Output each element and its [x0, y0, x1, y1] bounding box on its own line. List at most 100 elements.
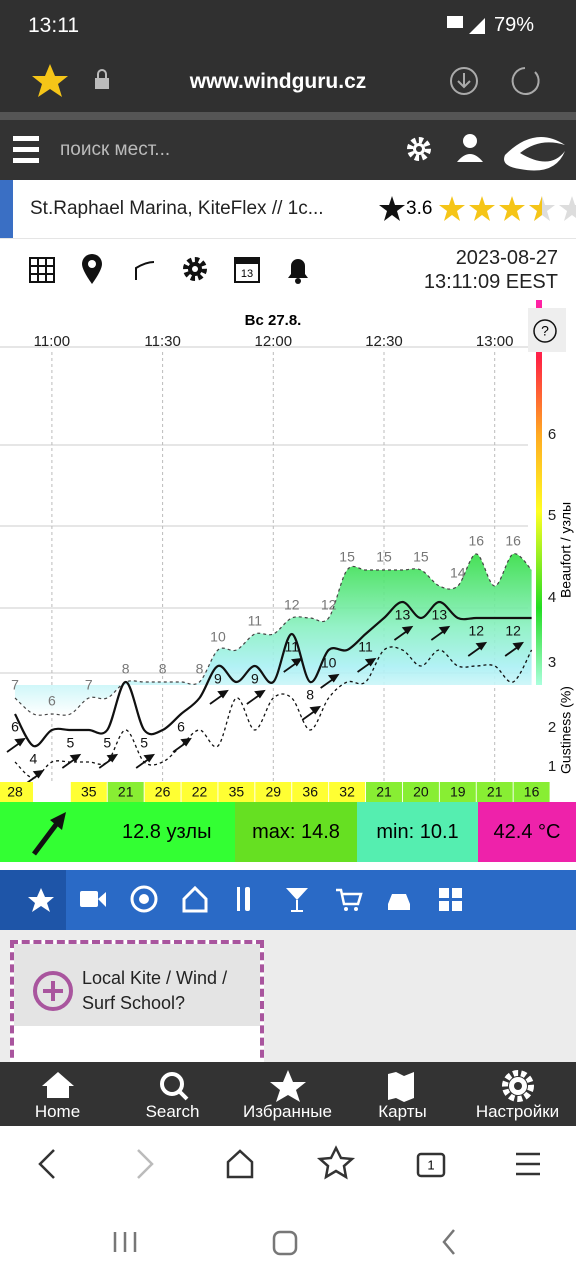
- gust-label: 16: [505, 533, 521, 549]
- gustiness-label: 32: [339, 784, 355, 800]
- gust-label: 15: [376, 549, 392, 565]
- color-scale: [536, 300, 542, 685]
- wind-label: 6: [177, 719, 185, 735]
- gust-label: 15: [413, 549, 429, 565]
- wind-label: 9: [214, 671, 222, 687]
- nav-item[interactable]: Настройки: [475, 1102, 560, 1121]
- direction-arrow: [172, 737, 192, 753]
- gust-label: 8: [196, 661, 204, 677]
- gustiness-label: 21: [376, 784, 392, 800]
- temperature: 42.4 °C: [478, 802, 576, 862]
- gustiness-label: Gustiness (%): [558, 686, 574, 774]
- gust-area: [15, 553, 532, 716]
- gustiness-cell: [107, 782, 144, 802]
- gustiness-label: 26: [155, 784, 171, 800]
- gustiness-cell: [366, 782, 402, 802]
- search-input[interactable]: поиск мест...: [60, 139, 171, 160]
- gustiness-label: 29: [266, 784, 282, 800]
- bookmark-star[interactable]: [32, 64, 68, 97]
- y-tick-label: 5: [548, 507, 556, 524]
- gustiness-label: 16: [524, 784, 540, 800]
- gustiness-cell: [0, 782, 33, 802]
- nav-item[interactable]: Избранные: [243, 1102, 332, 1121]
- lull-line: [14, 646, 533, 779]
- svg-text:13: 13: [241, 268, 253, 280]
- reload[interactable]: [511, 67, 540, 95]
- wind-label: 11: [284, 639, 299, 655]
- download[interactable]: [450, 67, 478, 95]
- x-tick-label: 12:30: [365, 333, 403, 350]
- gustiness-cell: [292, 782, 329, 802]
- wind-line: [14, 600, 532, 748]
- gustiness-cell: [476, 782, 513, 802]
- x-tick-label: 11:30: [144, 333, 180, 350]
- wind-label: 13: [432, 607, 448, 623]
- tool-icons: 13: [29, 254, 308, 284]
- gust-label: 6: [48, 693, 56, 709]
- gustiness-cell: [402, 782, 439, 802]
- url-bar: [32, 64, 540, 97]
- promo-box[interactable]: Local Kite / Wind / Surf School?: [10, 940, 264, 1070]
- browser-toolbar: 1: [38, 1145, 540, 1256]
- wind-label: 5: [66, 735, 74, 751]
- wind-label: 6: [11, 719, 19, 735]
- gustiness-label: 28: [7, 784, 23, 800]
- x-tick-label: 11:00: [34, 333, 70, 350]
- spot-accent: [0, 180, 13, 238]
- direction-arrow: [283, 657, 303, 673]
- nav-item[interactable]: Карты: [378, 1102, 427, 1121]
- direction-arrow: [98, 753, 119, 769]
- nav-item[interactable]: Home: [34, 1102, 81, 1121]
- gust-label: 7: [85, 677, 93, 693]
- x-tick-label: 12:00: [255, 333, 293, 350]
- y-tick-label: 3: [548, 654, 556, 671]
- gust-label: 12: [321, 597, 337, 613]
- gust-label: 11: [248, 613, 263, 629]
- summary: 12.8 узлы max: 14.8 min: 10.1 42.4 °C: [0, 802, 576, 862]
- wind-chart: ? Вс 27.8. Beaufort / узлы Gustiness (%)…: [0, 300, 574, 802]
- site-header: поиск мест...: [0, 120, 576, 180]
- wind-label: 12: [468, 623, 484, 639]
- gust-line: [14, 553, 533, 716]
- axis-label: Beaufort / узлы: [558, 502, 574, 598]
- gust-label: 15: [339, 549, 355, 565]
- spot-name[interactable]: St.Raphael Marina, KiteFlex // 1c...: [30, 198, 324, 219]
- gustiness-label: 36: [302, 784, 318, 800]
- bottom-nav: Home Search Избранные Карты Настройки: [0, 1062, 576, 1126]
- nav-icons: [42, 1070, 534, 1102]
- direction-arrow: [32, 812, 66, 856]
- direction-arrow: [430, 625, 451, 641]
- direction-arrow: [357, 657, 377, 673]
- gustiness-cell: [439, 782, 476, 802]
- direction-arrow: [246, 689, 266, 705]
- y-tick-label: 1: [548, 758, 556, 775]
- direction-arrow: [135, 753, 155, 769]
- direction-arrow: [301, 705, 322, 721]
- nav-item[interactable]: Search: [145, 1102, 200, 1121]
- url[interactable]: www.windguru.cz: [189, 70, 367, 93]
- updated: 2023-08-27 13:11:09 EEST: [424, 246, 558, 294]
- top-bars: 13:11 79% www.windguru.cz: [0, 0, 576, 112]
- direction-arrow: [209, 689, 229, 705]
- wind-label: 10: [321, 655, 337, 671]
- wind-label: 13: [395, 607, 411, 623]
- wind-label: 5: [140, 735, 148, 751]
- gustiness-cell: [329, 782, 366, 802]
- max: max: 14.8: [235, 802, 357, 862]
- promo-text[interactable]: Local Kite / Wind / Surf School?: [82, 968, 228, 1013]
- gust-label: 7: [11, 677, 19, 693]
- gustiness-label: 35: [81, 784, 97, 800]
- divider: [0, 238, 576, 239]
- wind-cell: 12.8 узлы: [0, 802, 235, 862]
- gustiness-cell: [218, 782, 255, 802]
- direction-arrow: [6, 737, 26, 753]
- gust-label: 8: [159, 661, 167, 677]
- gustiness-cell: [70, 782, 107, 802]
- add-icon: [33, 971, 73, 1011]
- day-label: Вс 27.8.: [245, 312, 302, 329]
- gustiness-cell: [181, 782, 218, 802]
- gustiness-label: 35: [229, 784, 245, 800]
- direction-arrow: [61, 753, 82, 769]
- help[interactable]: ?: [541, 323, 549, 339]
- direction-arrow: [320, 673, 340, 689]
